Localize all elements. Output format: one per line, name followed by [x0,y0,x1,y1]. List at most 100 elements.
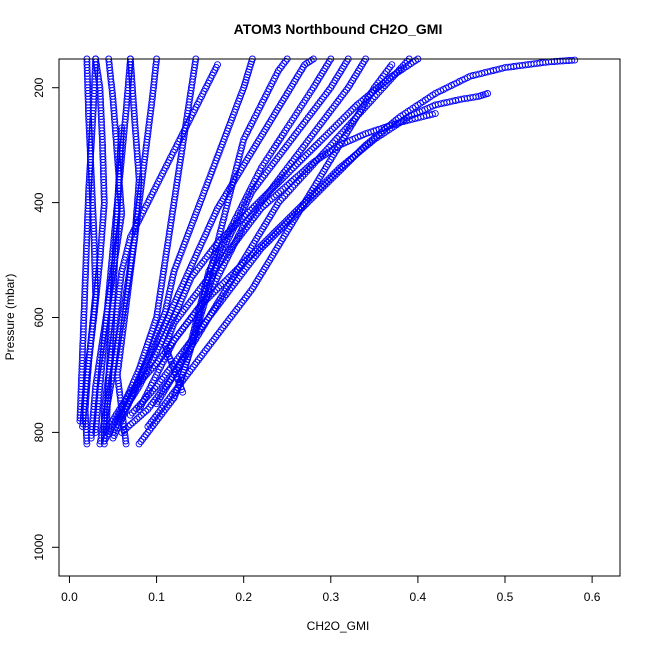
data-point [200,349,208,357]
data-point [259,173,267,181]
data-point [270,193,278,201]
data-point [154,409,162,417]
data-point [568,56,576,64]
data-point [304,114,312,122]
data-point [187,314,195,321]
data-point [160,402,167,410]
data-point [131,417,139,425]
data-point [287,166,295,174]
data-point [205,342,213,350]
data-point [278,62,286,70]
data-point [290,155,298,163]
data-point [289,164,297,172]
data-point [217,257,225,265]
data-point [332,121,340,129]
data-point [321,178,329,186]
data-point [252,183,260,190]
data-point [292,153,300,161]
data-point [255,178,263,186]
data-point [308,132,316,140]
data-point [200,257,208,265]
data-point [252,211,260,219]
data-point [241,294,249,302]
data-point [184,301,192,309]
data-point [182,303,190,311]
data-point [262,237,270,245]
data-point [184,318,192,326]
data-point [278,148,286,156]
data-point [283,190,291,198]
data-point [201,347,209,355]
data-point [213,286,220,294]
data-point [273,180,281,188]
data-point [244,208,252,216]
data-point [273,155,281,163]
data-point [175,330,183,338]
data-point [257,245,265,253]
data-point [362,143,370,151]
data-point [180,374,188,382]
data-point [135,413,143,421]
data-point [366,139,374,147]
data-point [211,288,218,296]
data-point [343,86,350,94]
data-point [261,171,269,179]
data-point [341,113,349,121]
data-point [228,243,235,251]
data-point [240,296,248,304]
data-point [344,157,352,165]
data-point [142,431,150,439]
data-point [299,172,307,180]
data-point [214,61,221,69]
data-point [262,169,270,177]
data-point [191,309,199,317]
data-point [329,170,337,178]
data-point [292,174,300,182]
data-point [364,141,372,149]
data-point [368,137,376,145]
data-point [301,166,309,174]
data-point [393,68,401,76]
data-point [319,184,327,192]
data-point [299,168,306,176]
data-point [248,216,256,224]
data-point [337,93,345,101]
data-point [217,282,225,290]
data-point [186,368,194,375]
data-point [156,378,164,386]
data-point [149,399,157,406]
data-point [383,68,390,76]
data-point [329,104,336,112]
data-point [269,184,277,192]
data-point [235,274,242,282]
data-point [285,188,293,196]
data-point [189,363,197,371]
data-point [272,227,280,235]
data-point [210,266,218,274]
data-point [201,255,209,263]
data-point [302,116,310,124]
data-point [313,125,321,133]
data-point [294,127,302,135]
data-point [276,223,284,231]
data-point [318,95,326,103]
data-point [389,73,397,81]
data-point [346,155,354,163]
data-point [257,196,265,204]
data-point [316,98,324,105]
data-point [288,211,296,219]
data-point [147,366,154,374]
data-point [248,187,256,195]
data-point [144,405,152,413]
data-point [221,253,228,261]
data-point [260,239,268,247]
data-point [288,178,296,185]
data-point [194,356,202,364]
data-point [269,232,277,240]
data-point [238,230,246,238]
data-point [174,332,181,340]
data-point [149,416,157,424]
data-point [321,182,329,190]
x-tick-label: 0.0 [61,590,78,604]
data-point [212,264,220,272]
